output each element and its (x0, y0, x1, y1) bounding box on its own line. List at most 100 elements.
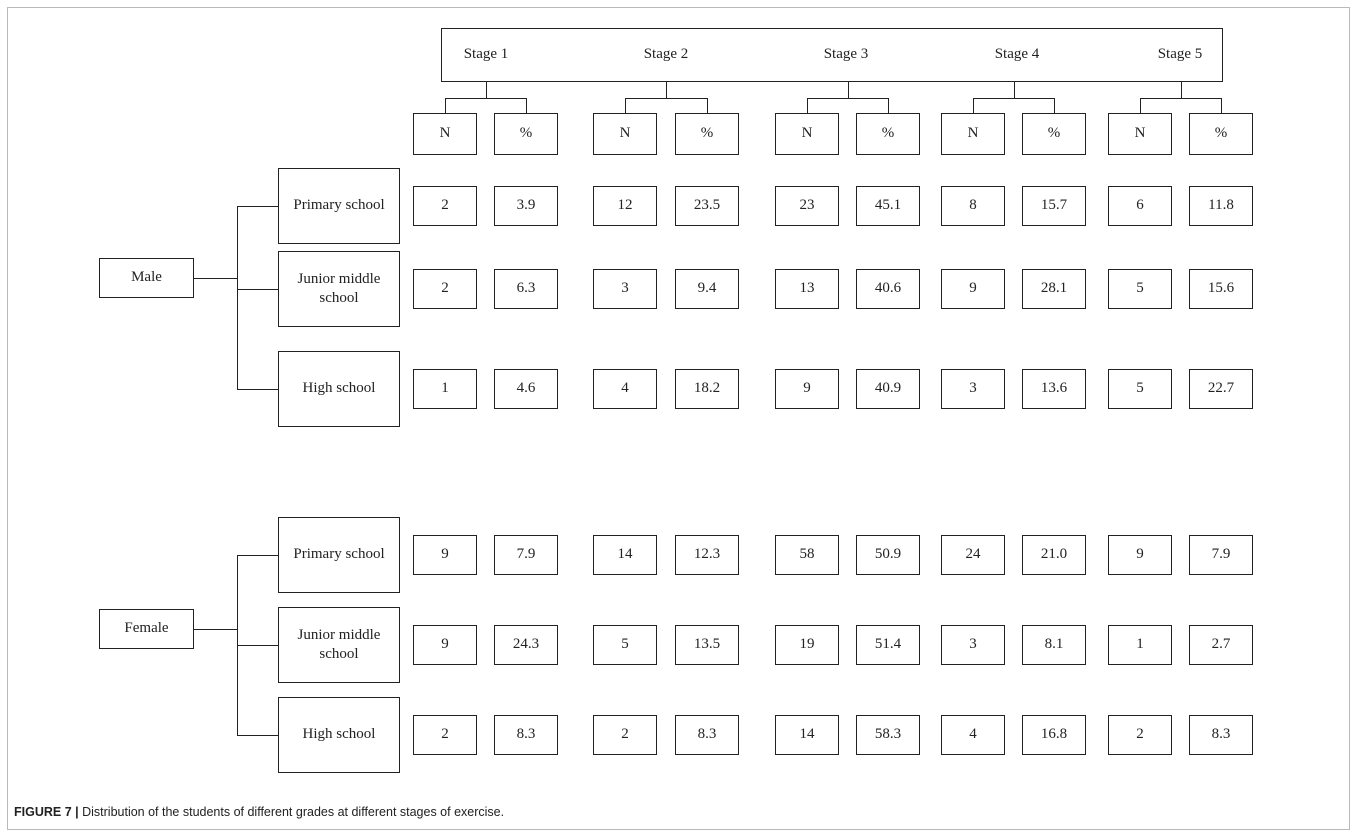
pct-header-box: % (856, 113, 920, 155)
n-value-cell: 1 (413, 369, 477, 409)
figure-caption: FIGURE 7 | Distribution of the students … (14, 805, 1334, 819)
school-level-box: Primary school (278, 168, 400, 244)
connector-line (445, 98, 527, 99)
connector-line (973, 98, 974, 113)
pct-value-cell: 13.5 (675, 625, 739, 665)
connector-line (445, 98, 446, 113)
pct-value-cell: 12.3 (675, 535, 739, 575)
connector-line (486, 82, 487, 99)
n-value-cell: 2 (413, 715, 477, 755)
connector-line (1140, 98, 1141, 113)
pct-value-cell: 15.7 (1022, 186, 1086, 226)
pct-header-box: % (1022, 113, 1086, 155)
pct-value-cell: 4.6 (494, 369, 558, 409)
connector-line (194, 629, 238, 630)
school-level-box: High school (278, 697, 400, 773)
pct-value-cell: 24.3 (494, 625, 558, 665)
caption-text: Distribution of the students of differen… (78, 805, 505, 819)
n-value-cell: 13 (775, 269, 839, 309)
n-value-cell: 5 (593, 625, 657, 665)
n-value-cell: 3 (941, 369, 1005, 409)
connector-line (666, 82, 667, 99)
pct-value-cell: 40.9 (856, 369, 920, 409)
pct-value-cell: 9.4 (675, 269, 739, 309)
connector-line (1140, 98, 1222, 99)
pct-value-cell: 51.4 (856, 625, 920, 665)
pct-value-cell: 8.3 (675, 715, 739, 755)
n-value-cell: 9 (941, 269, 1005, 309)
n-value-cell: 19 (775, 625, 839, 665)
connector-line (807, 98, 808, 113)
n-header-box: N (413, 113, 477, 155)
n-header-box: N (941, 113, 1005, 155)
n-value-cell: 23 (775, 186, 839, 226)
connector-line (237, 206, 278, 207)
n-value-cell: 9 (413, 625, 477, 665)
school-level-box: Junior middle school (278, 251, 400, 327)
pct-value-cell: 28.1 (1022, 269, 1086, 309)
n-value-cell: 14 (593, 535, 657, 575)
n-value-cell: 12 (593, 186, 657, 226)
connector-line (526, 98, 527, 113)
stage-label: Stage 1 (463, 46, 509, 62)
connector-line (237, 735, 278, 736)
pct-value-cell: 23.5 (675, 186, 739, 226)
pct-header-box: % (494, 113, 558, 155)
pct-value-cell: 22.7 (1189, 369, 1253, 409)
connector-line (707, 98, 708, 113)
pct-value-cell: 50.9 (856, 535, 920, 575)
n-value-cell: 4 (593, 369, 657, 409)
school-level-box: Primary school (278, 517, 400, 593)
pct-value-cell: 58.3 (856, 715, 920, 755)
n-value-cell: 1 (1108, 625, 1172, 665)
n-value-cell: 2 (413, 269, 477, 309)
connector-line (237, 555, 278, 556)
pct-header-box: % (675, 113, 739, 155)
pct-value-cell: 45.1 (856, 186, 920, 226)
pct-value-cell: 16.8 (1022, 715, 1086, 755)
n-value-cell: 14 (775, 715, 839, 755)
pct-value-cell: 13.6 (1022, 369, 1086, 409)
pct-value-cell: 3.9 (494, 186, 558, 226)
stage-label: Stage 5 (1157, 46, 1203, 62)
n-value-cell: 9 (413, 535, 477, 575)
connector-line (237, 289, 278, 290)
n-header-box: N (775, 113, 839, 155)
n-value-cell: 2 (593, 715, 657, 755)
n-value-cell: 3 (941, 625, 1005, 665)
n-value-cell: 9 (775, 369, 839, 409)
connector-line (1221, 98, 1222, 113)
n-value-cell: 6 (1108, 186, 1172, 226)
pct-value-cell: 8.3 (1189, 715, 1253, 755)
n-header-box: N (1108, 113, 1172, 155)
connector-line (973, 98, 1055, 99)
connector-line (194, 278, 238, 279)
connector-line (1181, 82, 1182, 99)
n-value-cell: 5 (1108, 369, 1172, 409)
connector-line (807, 98, 889, 99)
school-level-box: High school (278, 351, 400, 427)
connector-line (1054, 98, 1055, 113)
connector-line (237, 206, 238, 389)
n-value-cell: 9 (1108, 535, 1172, 575)
pct-value-cell: 15.6 (1189, 269, 1253, 309)
n-value-cell: 8 (941, 186, 1005, 226)
school-level-box: Junior middle school (278, 607, 400, 683)
n-value-cell: 3 (593, 269, 657, 309)
n-value-cell: 5 (1108, 269, 1172, 309)
pct-value-cell: 6.3 (494, 269, 558, 309)
connector-line (625, 98, 626, 113)
n-header-box: N (593, 113, 657, 155)
caption-label: FIGURE 7 | (14, 805, 79, 819)
pct-header-box: % (1189, 113, 1253, 155)
stage-header-box (441, 28, 1223, 82)
connector-line (625, 98, 708, 99)
n-value-cell: 2 (413, 186, 477, 226)
gender-box: Female (99, 609, 194, 649)
n-value-cell: 24 (941, 535, 1005, 575)
connector-line (888, 98, 889, 113)
stage-label: Stage 4 (994, 46, 1040, 62)
connector-line (237, 645, 278, 646)
connector-line (237, 389, 278, 390)
gender-box: Male (99, 258, 194, 298)
